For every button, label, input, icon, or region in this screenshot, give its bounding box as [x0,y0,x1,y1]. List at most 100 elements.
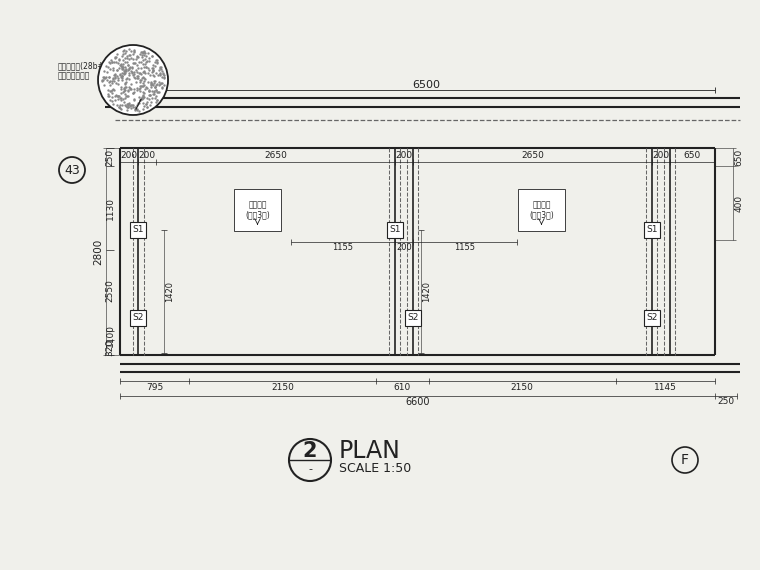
Point [117,49,129,58]
Point [147,80,159,89]
Point [143,56,155,66]
Point [124,62,136,71]
Point [121,58,133,67]
Point [114,104,126,113]
Point [150,88,163,97]
Point [149,94,161,103]
Point [100,72,112,81]
Point [132,74,144,83]
Point [145,83,157,92]
Point [124,101,136,111]
Point [109,95,122,104]
Point [119,54,131,63]
Point [154,70,166,79]
Point [112,55,125,64]
Point [142,49,154,58]
Point [111,71,123,80]
Point [136,74,148,83]
Point [152,88,164,97]
Text: 固定主体结构上: 固定主体结构上 [58,71,90,80]
Text: 795: 795 [146,382,163,392]
Point [128,45,140,54]
Point [147,71,159,80]
Point [112,65,124,74]
Point [148,86,160,95]
Text: S2: S2 [407,314,419,323]
Point [124,83,136,92]
Point [113,103,125,112]
Point [134,95,146,104]
Point [149,76,161,86]
Point [122,64,135,74]
Text: 电梯主桦枆(28b#工字锂): 电梯主桦枆(28b#工字锂) [58,61,122,70]
Point [107,65,119,74]
Text: 1155: 1155 [332,242,353,251]
Point [132,52,144,62]
Point [137,105,149,114]
Point [127,88,139,97]
Point [121,54,133,63]
Text: 2150: 2150 [511,382,534,392]
Point [148,72,160,81]
Point [154,69,166,78]
Point [116,72,128,81]
Point [138,88,150,97]
Point [154,69,166,78]
Point [96,75,108,84]
Point [146,93,158,102]
Point [103,72,116,81]
Text: -: - [308,464,312,474]
Point [135,57,147,66]
Point [141,56,154,65]
Point [115,82,127,91]
Point [149,58,161,67]
Point [126,69,138,78]
Point [129,104,141,113]
Point [115,101,127,110]
Point [118,98,130,107]
Point [125,84,137,93]
Text: 2650: 2650 [264,150,287,160]
Point [122,85,135,94]
Point [124,51,136,60]
Point [143,54,155,63]
Point [106,58,118,67]
Point [102,92,114,101]
Point [119,69,131,78]
Point [119,86,131,95]
Point [122,102,134,111]
Point [111,101,123,110]
Text: 250: 250 [717,397,735,406]
Point [136,82,148,91]
Text: PLAN: PLAN [339,439,401,463]
Point [144,79,157,88]
Point [139,68,151,77]
Point [103,72,115,81]
Point [135,93,147,102]
Point [135,50,147,59]
Point [103,86,116,95]
Point [138,48,150,57]
Point [144,91,156,100]
Point [150,97,162,106]
Point [120,47,132,56]
Point [135,83,147,92]
Point [104,76,116,86]
Point [103,91,115,100]
Point [158,73,170,82]
Point [137,72,149,82]
Point [106,58,118,67]
Point [136,51,148,60]
Point [148,90,160,99]
Point [116,59,128,68]
Point [119,48,131,58]
Point [151,95,163,104]
Point [122,87,134,96]
Point [147,67,160,76]
Point [131,100,143,109]
Point [128,95,140,104]
Point [124,100,136,109]
Point [134,76,146,85]
Point [126,63,138,72]
Point [117,63,129,72]
